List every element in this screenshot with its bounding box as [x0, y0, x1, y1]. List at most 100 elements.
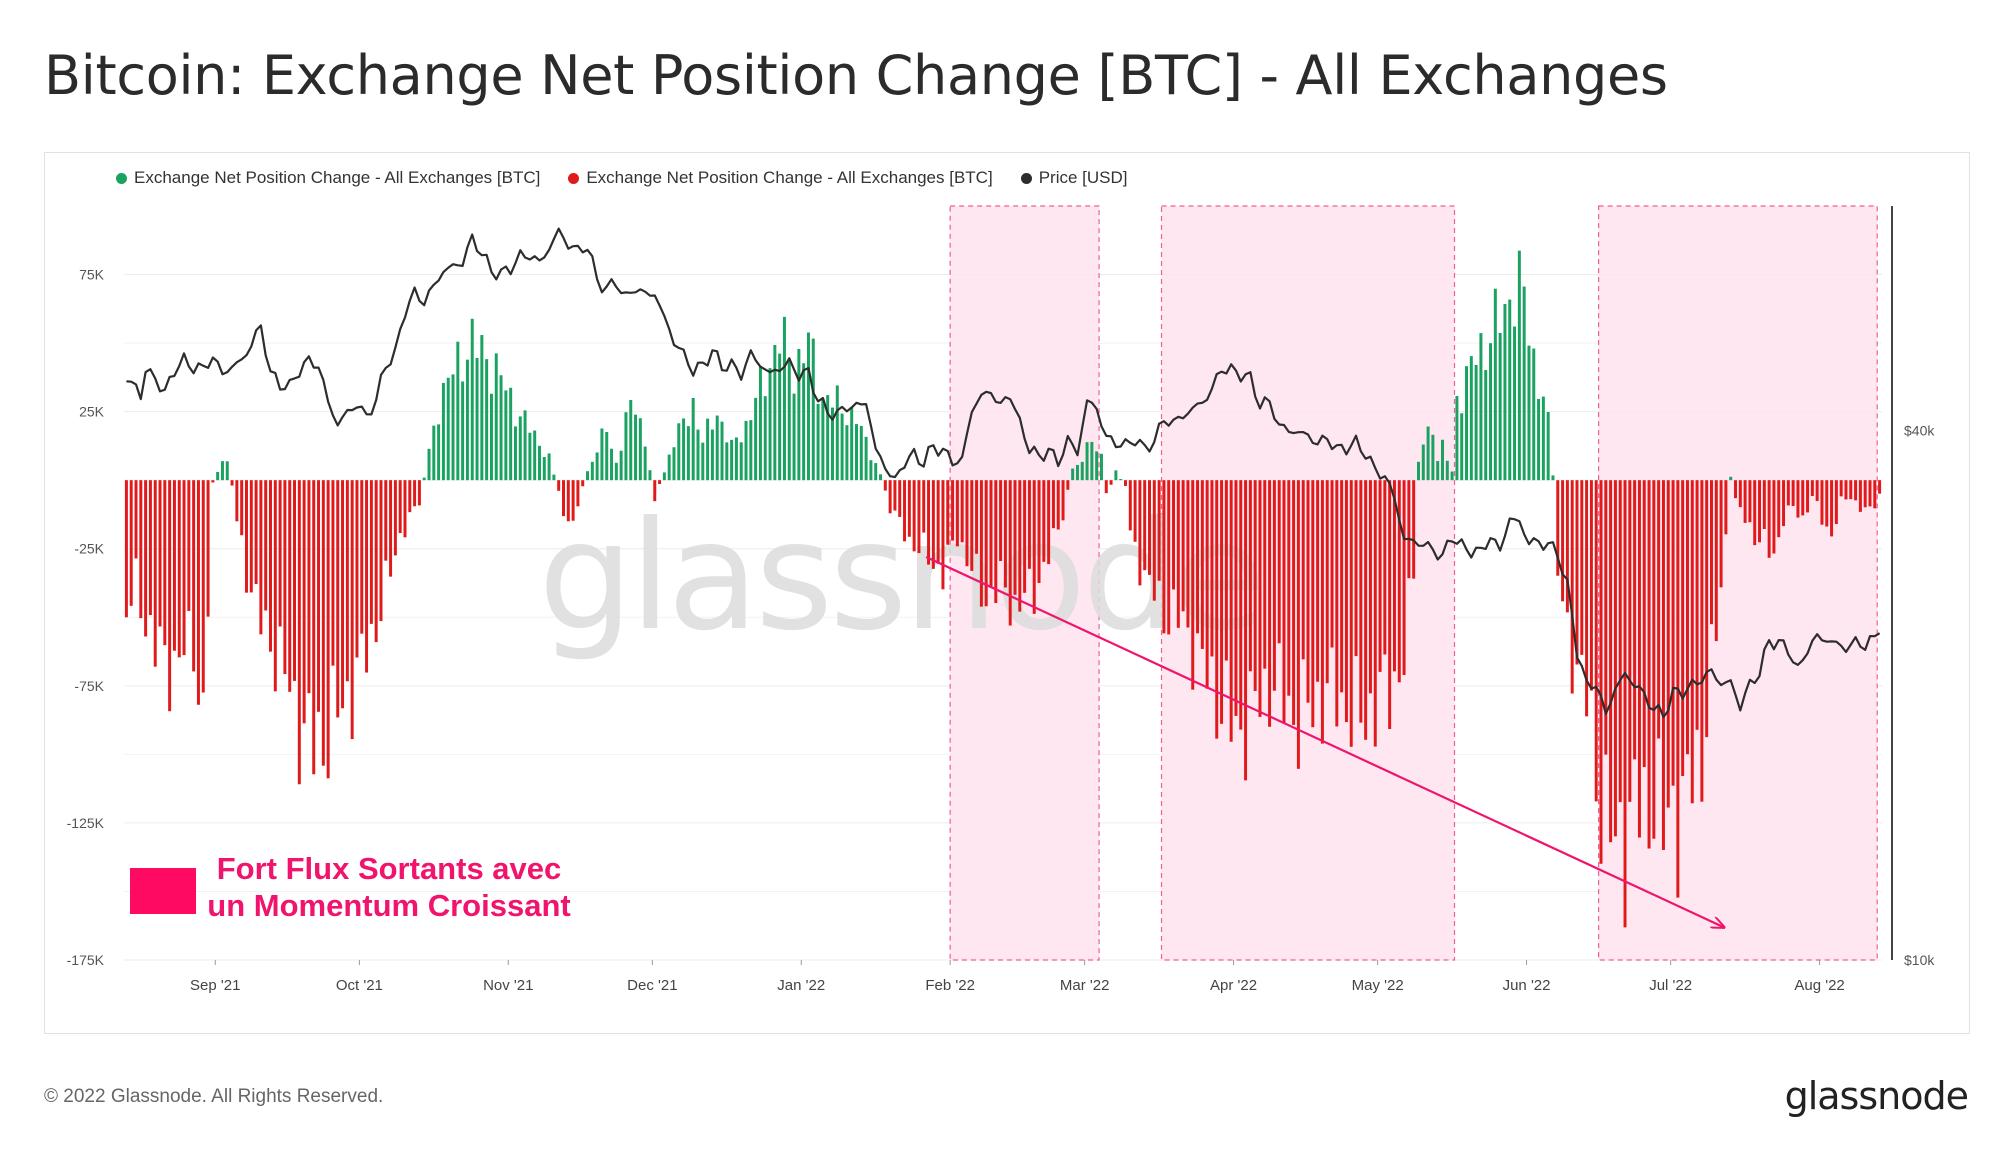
outflow-bar	[571, 480, 575, 521]
outflow-bar	[1652, 480, 1656, 839]
outflow-bar	[134, 480, 138, 559]
inflow-bar	[504, 390, 508, 481]
inflow-bar	[619, 450, 623, 481]
outflow-bar	[153, 480, 157, 667]
outflow-bar	[883, 480, 887, 491]
outflow-bar	[1037, 480, 1041, 584]
inflow-bar	[850, 406, 854, 481]
outflow-bar	[1349, 480, 1353, 747]
outflow-bar	[1234, 480, 1238, 716]
x-tick-label: Aug '22	[1794, 977, 1844, 994]
outflow-bar	[139, 480, 143, 619]
outflow-bar	[1392, 480, 1396, 672]
inflow-bar	[475, 357, 479, 481]
outflow-bar	[1282, 480, 1286, 724]
outflow-bar	[1585, 480, 1589, 717]
outflow-bar	[230, 480, 234, 486]
outflow-bar	[557, 480, 561, 491]
outflow-bar	[1200, 480, 1204, 649]
outflow-bar	[1556, 480, 1560, 576]
inflow-bar	[1503, 303, 1507, 481]
outflow-bar	[1849, 480, 1853, 500]
inflow-bar	[595, 452, 599, 481]
x-tick-label: Oct '21	[336, 977, 383, 994]
outflow-bar	[1344, 480, 1348, 723]
outflow-bar	[1762, 480, 1766, 530]
inflow-bar	[859, 425, 863, 481]
inflow-bar	[1498, 332, 1502, 481]
outflow-bar	[1167, 480, 1171, 635]
x-tick-label: Nov '21	[483, 977, 533, 994]
outflow-bar	[1325, 480, 1329, 684]
outflow-bar	[1368, 480, 1372, 694]
outflow-bar	[893, 480, 897, 511]
outflow-bar	[1205, 480, 1209, 689]
outflow-bar	[1306, 480, 1310, 703]
inflow-bar	[528, 432, 532, 481]
outflow-bar	[240, 480, 244, 536]
outflow-bar	[1873, 480, 1877, 509]
legend-outflow-dot	[568, 172, 580, 184]
outflow-bar	[1109, 480, 1113, 485]
outflow-bar	[1623, 480, 1627, 928]
outflow-bar	[312, 480, 316, 775]
outflow-bar	[326, 480, 330, 779]
legend-item-outflow[interactable]: Exchange Net Position Change - All Excha…	[568, 168, 993, 188]
outflow-bar	[413, 480, 417, 507]
inflow-bar	[1445, 460, 1449, 481]
legend-outflow-label: Exchange Net Position Change - All Excha…	[586, 168, 993, 187]
inflow-bar	[441, 382, 445, 481]
x-tick-label: Dec '21	[627, 977, 677, 994]
outflow-bar	[345, 480, 349, 682]
outflow-bar	[1253, 480, 1257, 691]
inflow-bar	[489, 393, 493, 481]
outflow-bar	[1791, 480, 1795, 506]
outflow-bar	[1709, 480, 1713, 625]
outflow-bar	[1220, 480, 1224, 724]
inflow-bar	[782, 316, 786, 481]
inflow-bar	[787, 360, 791, 481]
outflow-bar	[1589, 480, 1593, 691]
outflow-bar	[379, 480, 383, 622]
inflow-bar	[1479, 333, 1483, 481]
inflow-bar	[879, 474, 883, 481]
inflow-bar	[1114, 470, 1118, 481]
outflow-bar	[1825, 480, 1829, 527]
outflow-bar	[1263, 480, 1267, 669]
outflow-bar	[355, 480, 359, 658]
legend-item-inflow[interactable]: Exchange Net Position Change - All Excha…	[116, 168, 540, 188]
outflow-bar	[321, 480, 325, 766]
outflow-bar	[1027, 480, 1031, 569]
outflow-bar	[288, 480, 292, 692]
inflow-bar	[485, 359, 489, 481]
outflow-bar	[1335, 480, 1339, 727]
inflow-bar	[682, 418, 686, 481]
outflow-bar	[1565, 480, 1569, 613]
inflow-bar	[1729, 476, 1733, 481]
x-tick-label: Apr '22	[1210, 977, 1257, 994]
inflow-bar	[1460, 413, 1464, 481]
inflow-bar	[600, 428, 604, 481]
outflow-bar	[562, 480, 565, 517]
outflow-bar	[1018, 480, 1022, 612]
inflow-bar	[758, 366, 762, 481]
outflow-bar	[1378, 480, 1382, 672]
outflow-bar	[658, 480, 662, 484]
outflow-bar	[1748, 480, 1752, 523]
outflow-bar	[979, 480, 983, 607]
legend-price-dot	[1020, 172, 1032, 184]
inflow-bar	[730, 439, 734, 481]
outflow-bar	[129, 480, 133, 606]
outflow-bar	[951, 480, 955, 541]
legend-item-price[interactable]: Price [USD]	[1020, 168, 1127, 188]
outflow-bar	[927, 480, 931, 565]
outflow-bar	[931, 480, 935, 569]
outflow-bar	[1196, 480, 1200, 634]
outflow-bar	[946, 480, 950, 545]
outflow-bar	[1359, 480, 1363, 723]
y-tick-label: -125K	[67, 815, 105, 831]
inflow-bar	[537, 445, 541, 481]
outflow-bar	[965, 480, 969, 567]
outflow-bar	[273, 480, 277, 692]
